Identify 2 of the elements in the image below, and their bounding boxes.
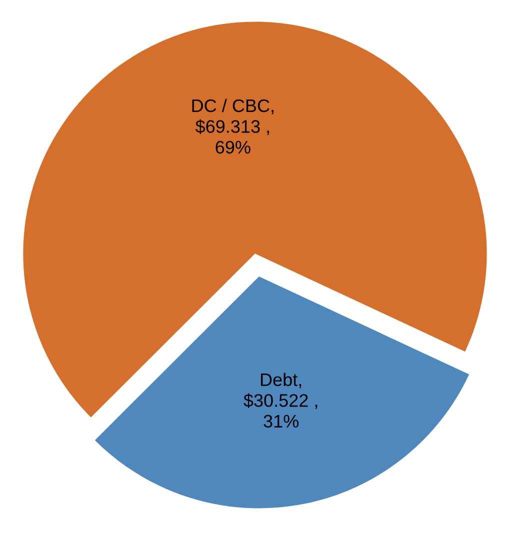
slice-label: DC / CBC, $69.313 , 69% [192, 98, 274, 154]
slice-label: Debt, $30.522 , 31% [244, 372, 318, 428]
